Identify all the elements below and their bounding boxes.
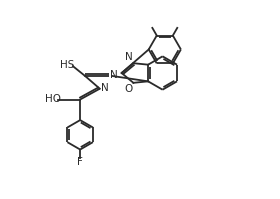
Text: N: N — [101, 83, 109, 93]
Text: F: F — [77, 157, 83, 167]
Text: N: N — [110, 70, 118, 80]
Text: HO: HO — [45, 95, 61, 104]
Text: O: O — [124, 84, 132, 94]
Text: HS: HS — [60, 60, 74, 70]
Text: N: N — [125, 52, 132, 62]
